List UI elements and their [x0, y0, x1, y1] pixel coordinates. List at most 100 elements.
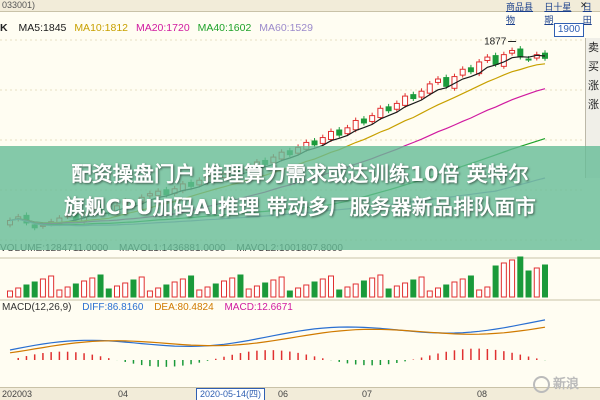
ma60-value: MA60:1529	[259, 22, 313, 34]
ma40-value: MA40:1602	[197, 22, 252, 34]
volume-bars	[7, 256, 548, 298]
watermark: 新浪	[533, 373, 579, 394]
tab-week[interactable]: 日十星期	[544, 2, 572, 25]
volume-bar	[484, 286, 491, 298]
date-label-1: 202003	[2, 389, 33, 399]
peak-label: 1877	[484, 36, 507, 47]
weibo-icon	[533, 376, 550, 394]
dea-value: DEA:80.4824	[154, 302, 214, 313]
volume-bar	[426, 290, 433, 298]
macd-panel	[9, 319, 546, 367]
candle-body	[492, 55, 499, 65]
candle-body	[525, 58, 532, 61]
volume-bar	[443, 284, 450, 298]
volume-bar	[270, 279, 277, 298]
stock-code: 033001)	[2, 0, 36, 10]
candle-body	[352, 119, 359, 131]
window-titlebar: 033001) 商品县物 日十星期 日 田 ✕	[0, 0, 600, 25]
current-price-badge: 1900	[554, 23, 584, 37]
volume-bar	[500, 262, 507, 298]
candle-body	[459, 68, 466, 76]
date-label-4: 07	[362, 389, 373, 399]
macd-title: MACD(12,26,9)	[2, 302, 72, 313]
tab-day[interactable]: 日 田	[582, 2, 592, 25]
side-item-up-2[interactable]: 涨	[588, 99, 599, 111]
volume-bar	[163, 284, 170, 298]
volume-bar	[319, 278, 326, 298]
volume-bar	[435, 287, 441, 298]
volume-bar	[221, 280, 227, 298]
side-item-up[interactable]: 涨	[588, 80, 599, 92]
volume-bar	[525, 270, 532, 298]
volume-bar	[377, 274, 384, 298]
selected-date[interactable]: 2020-05-14(四)	[196, 388, 266, 400]
volume-bar	[39, 278, 46, 298]
volume-bar	[533, 267, 540, 298]
volume-bar	[352, 283, 359, 298]
volume-bar	[286, 290, 293, 298]
side-item-buy[interactable]: 买	[588, 61, 599, 73]
ma20-value: MA20:1720	[135, 22, 190, 34]
candle-body	[393, 102, 400, 110]
volume-bar	[114, 285, 120, 298]
volume-bar	[138, 276, 145, 298]
candle-body	[311, 140, 318, 146]
moving-average-legend: K MA5:1845 MA10:1812 MA20:1720 MA40:1602…	[0, 22, 318, 36]
candle-body	[467, 67, 474, 73]
k-label: K	[0, 22, 8, 34]
volume-bar	[336, 289, 343, 298]
macd-legend: MACD(12,26,9) DIFF:86.8160 DEA:80.4824 M…	[2, 302, 301, 316]
date-axis: 202003 04 2020-05-14(四) 06 07 08	[0, 387, 600, 400]
volume-bar	[517, 256, 524, 298]
candle-body	[426, 83, 433, 94]
candle-body	[328, 130, 334, 141]
volume-bar	[31, 281, 38, 298]
ma10-value: MA10:1812	[74, 22, 129, 34]
volume-bar	[418, 276, 425, 298]
volume-bar	[467, 275, 474, 298]
volume-bar	[262, 282, 269, 298]
volume-bar	[385, 288, 392, 298]
grid-lines	[0, 39, 600, 301]
candle-body	[385, 106, 392, 112]
close-icon[interactable]: ✕	[580, 0, 588, 10]
volume-bar	[15, 287, 22, 298]
macd-value: MACD:12.6671	[224, 302, 293, 313]
volume-bar	[179, 278, 186, 298]
volume-bar	[229, 277, 236, 298]
candle-body	[443, 77, 450, 87]
diff-value: DIFF:86.8160	[82, 302, 144, 313]
tab-product[interactable]: 商品县物	[506, 2, 534, 25]
volume-bar	[459, 278, 466, 298]
volume-bar	[7, 290, 13, 298]
volume-bar	[188, 275, 195, 298]
volume-bar	[56, 289, 63, 298]
volume-bar	[89, 277, 96, 298]
volume-bar	[311, 281, 318, 298]
side-panel: 卖 买 涨 涨	[585, 38, 600, 178]
volume-bar	[360, 280, 367, 298]
candle-body	[360, 118, 367, 124]
volume-bar	[278, 276, 285, 298]
volume-bar	[237, 274, 244, 298]
ma5-value: MA5:1845	[18, 22, 67, 34]
volume-bar	[81, 280, 88, 298]
candle-body	[517, 48, 524, 58]
volume-bar	[196, 289, 203, 298]
volume-bar	[155, 287, 162, 298]
volume-bar	[369, 277, 376, 298]
candle-body	[319, 137, 326, 144]
diff-line	[9, 319, 546, 351]
volume-bar	[303, 284, 310, 298]
headline-text: 配资操盘门户 推理算力需求或达训练10倍 英特尔 旗舰CPU加码AI推理 带动多…	[64, 162, 536, 219]
volume-bar	[23, 284, 30, 298]
volume-bar	[64, 286, 71, 298]
volume-bar	[328, 275, 334, 298]
candle-body	[410, 94, 417, 100]
volume-bar	[48, 275, 55, 298]
volume-bar	[509, 259, 516, 298]
side-item-sell[interactable]: 卖	[588, 42, 599, 54]
volume-bar	[146, 290, 153, 298]
candle-body	[435, 78, 441, 83]
date-label-5: 08	[477, 389, 488, 399]
